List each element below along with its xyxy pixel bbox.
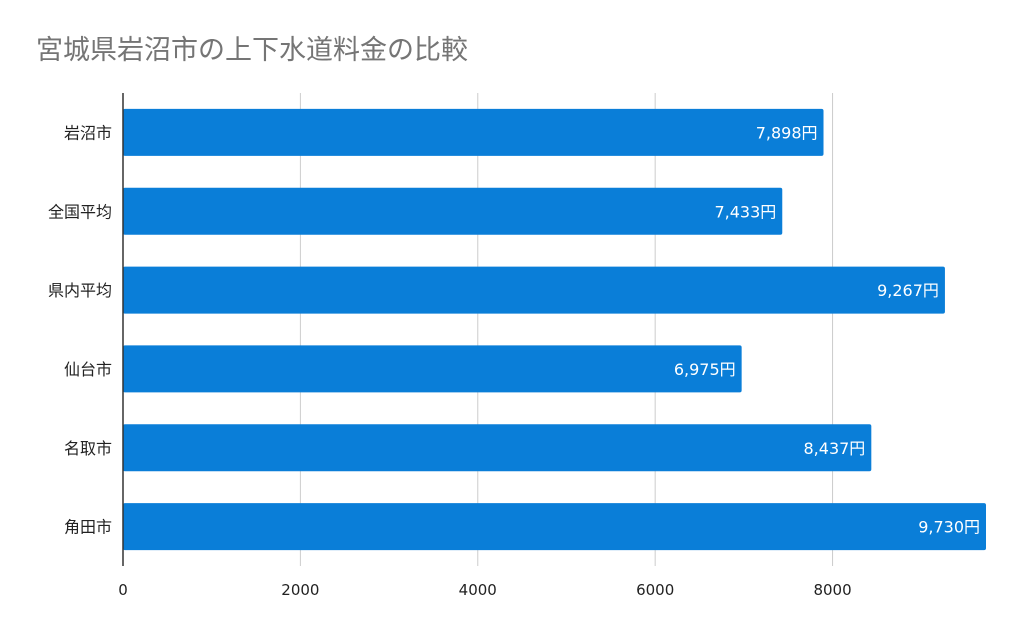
bar-value-label: 7,433円 bbox=[714, 202, 776, 221]
bar bbox=[123, 266, 945, 314]
category-label: 名取市 bbox=[64, 439, 112, 458]
category-label: 全国平均 bbox=[48, 202, 112, 221]
x-tick-label: 2000 bbox=[281, 581, 319, 599]
bar bbox=[123, 424, 872, 472]
bar bbox=[123, 108, 824, 156]
bar-value-label: 9,267円 bbox=[877, 281, 939, 300]
x-tick-label: 4000 bbox=[459, 581, 497, 599]
category-label: 角田市 bbox=[64, 518, 112, 537]
bar-value-label: 8,437円 bbox=[804, 439, 866, 458]
bar-value-label: 9,730円 bbox=[918, 518, 980, 537]
category-label: 県内平均 bbox=[48, 281, 112, 300]
bar bbox=[123, 503, 986, 551]
bar-value-label: 6,975円 bbox=[674, 360, 736, 379]
bar bbox=[123, 187, 783, 235]
category-label: 岩沼市 bbox=[64, 123, 112, 142]
x-tick-label: 6000 bbox=[636, 581, 674, 599]
bar bbox=[123, 345, 742, 393]
category-label: 仙台市 bbox=[64, 360, 112, 379]
x-tick-label: 8000 bbox=[813, 581, 851, 599]
chart-title: 宮城県岩沼市の上下水道料金の比較 bbox=[36, 35, 468, 66]
x-tick-label: 0 bbox=[118, 581, 128, 599]
bar-value-label: 7,898円 bbox=[756, 123, 818, 142]
